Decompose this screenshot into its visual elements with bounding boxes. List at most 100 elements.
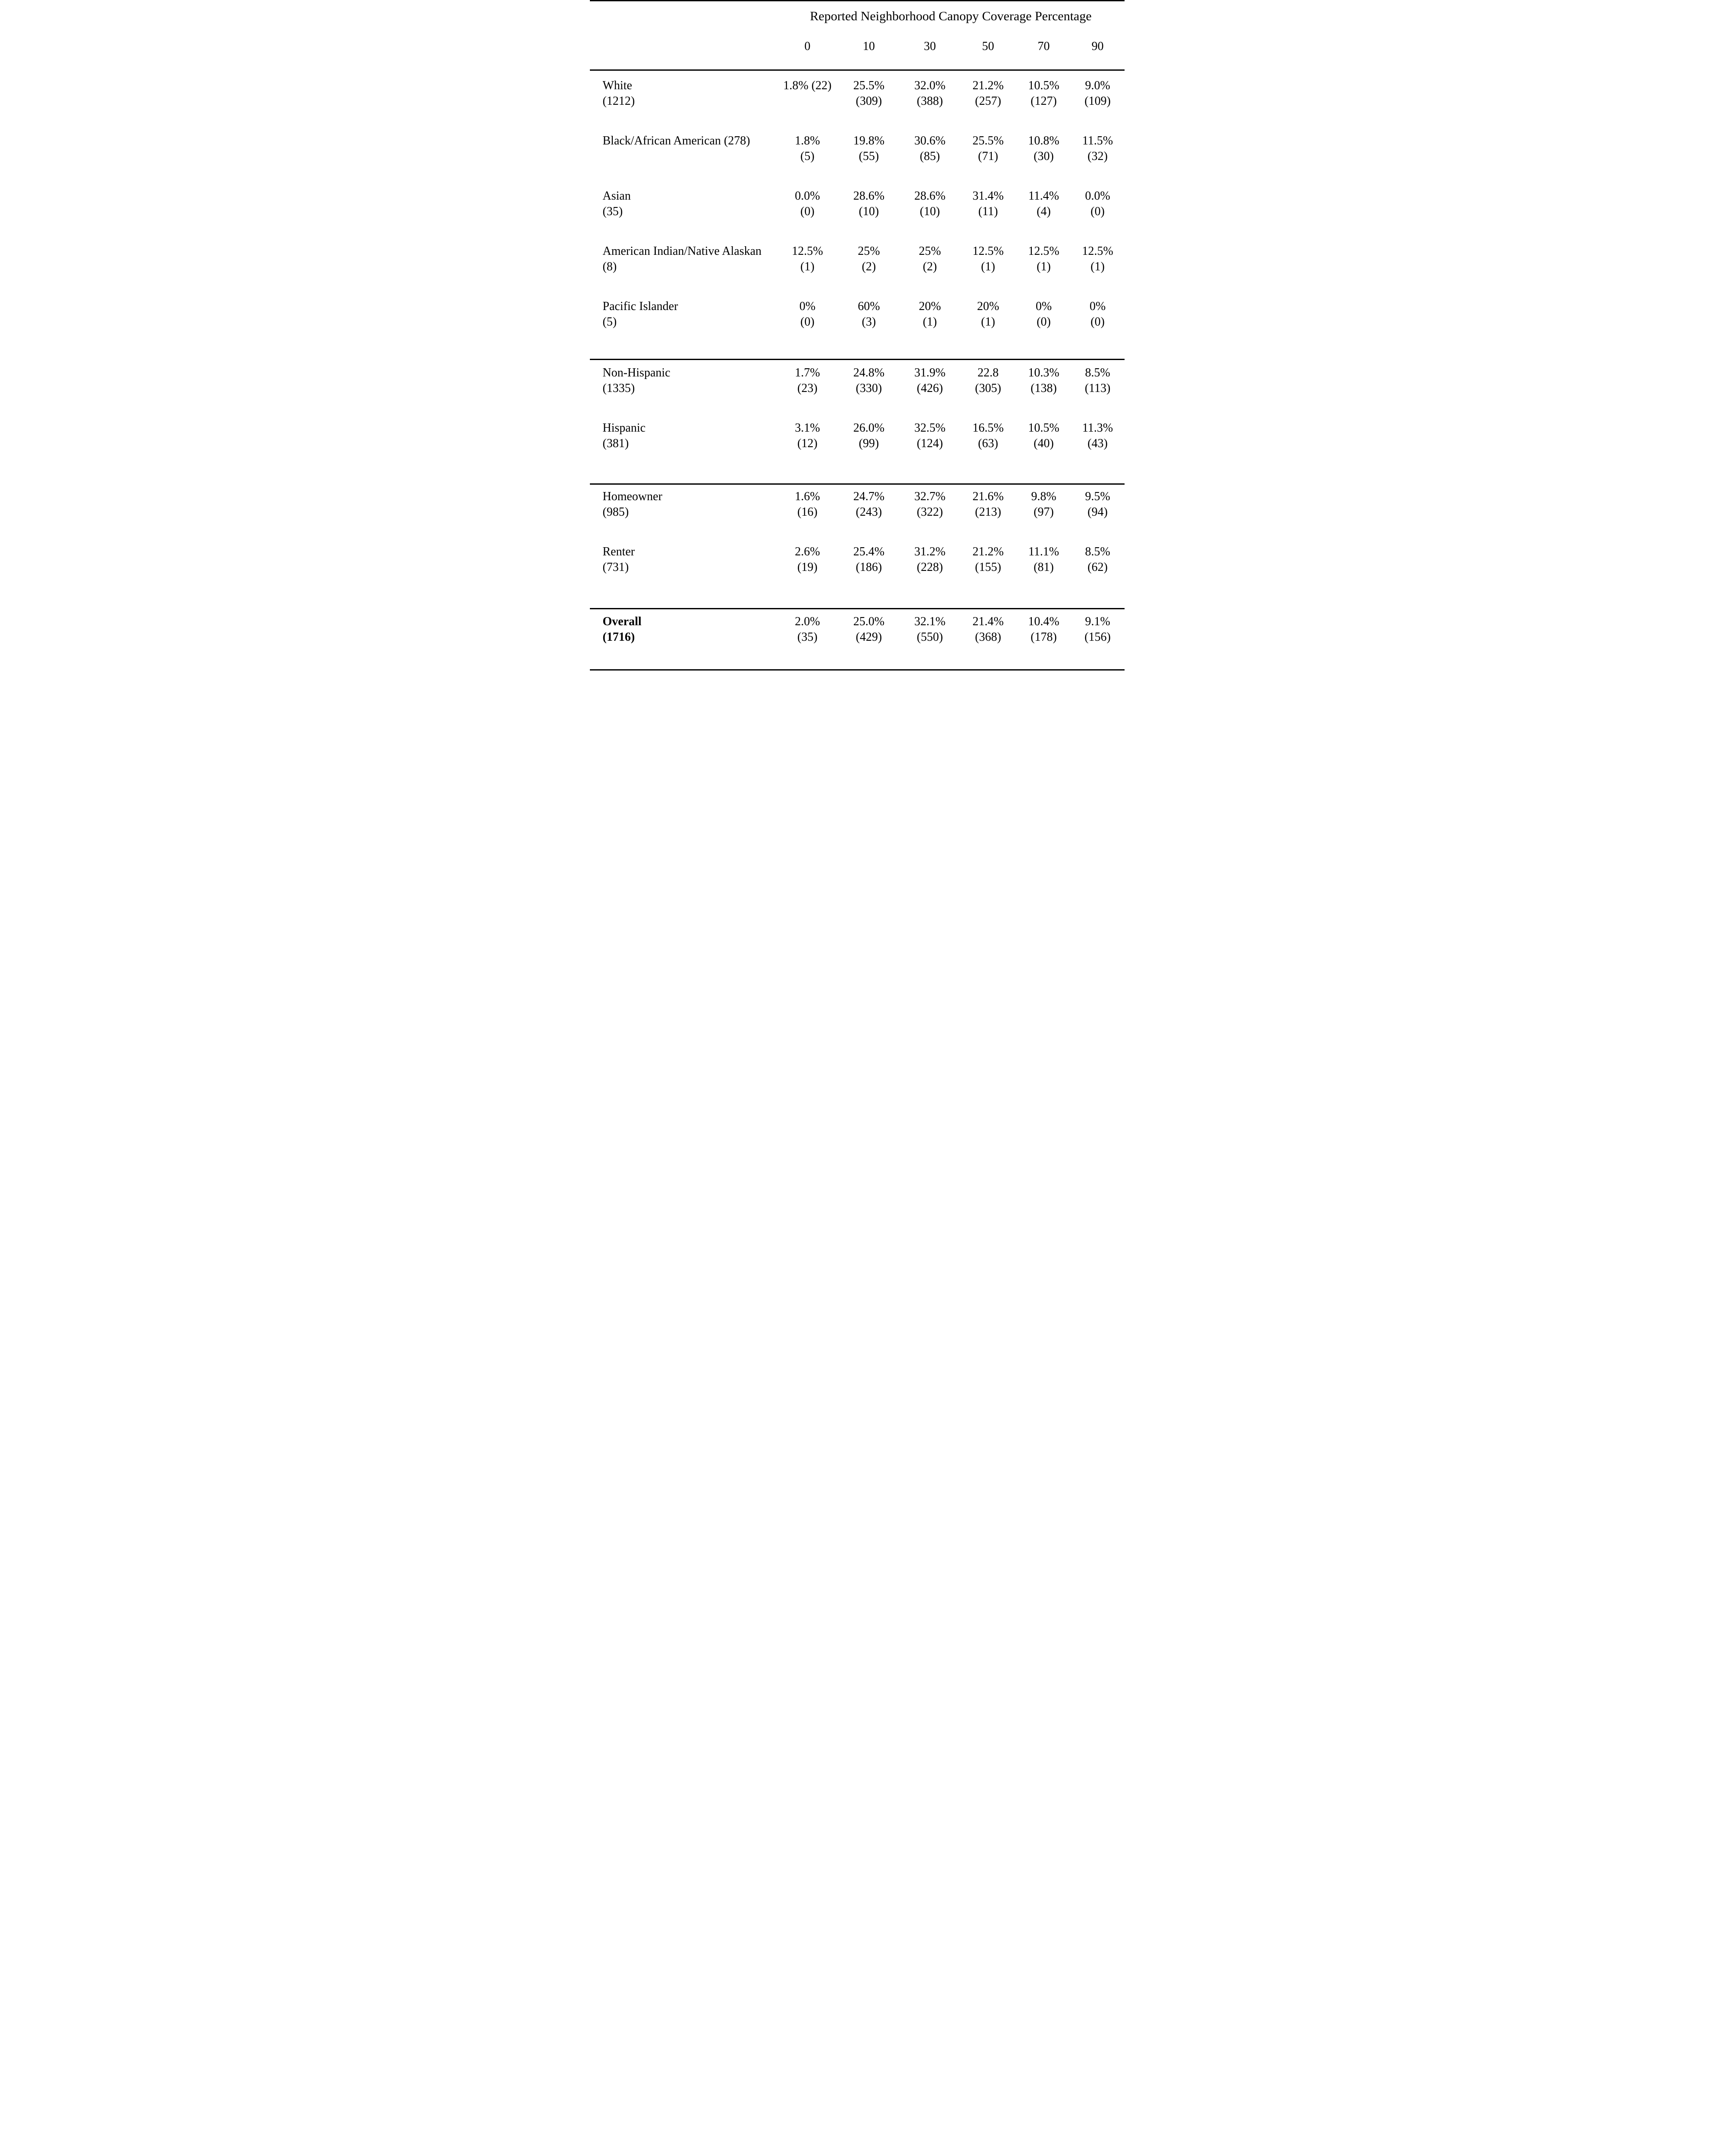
- row-label: Pacific Islander: [602, 300, 678, 313]
- count-value: (213): [975, 505, 1001, 519]
- count-value: (97): [1034, 505, 1054, 519]
- section-overall: Overall (1716) 2.0% (35) 25.0% (429) 32.1%…: [590, 614, 1125, 645]
- table-title: Reported Neighborhood Canopy Coverage Pe…: [810, 9, 1092, 23]
- percent-value: 21.2%: [972, 545, 1004, 558]
- percent-value: 12.5%: [1082, 244, 1113, 258]
- percent-value: 10.5%: [1028, 421, 1059, 435]
- percent-value: 16.5%: [972, 421, 1004, 435]
- count-value: (55): [859, 150, 879, 163]
- count-value: (1): [1090, 260, 1105, 273]
- data-cell: 12.5% (1): [777, 244, 838, 275]
- data-cell: 10.8% (30): [1017, 133, 1071, 164]
- data-cell: 16.5% (63): [960, 420, 1017, 451]
- count-value: (305): [975, 382, 1001, 395]
- count-value: (4): [1037, 205, 1051, 218]
- percent-value: 26.0%: [853, 421, 885, 435]
- percent-value: 25.0%: [853, 615, 885, 628]
- percent-value: 0.0%: [795, 189, 820, 203]
- percent-value: 0%: [1035, 300, 1052, 313]
- count-value: (186): [855, 561, 882, 574]
- table-page: Reported Neighborhood Canopy Coverage Pe…: [589, 0, 1125, 674]
- data-cell: 21.2% (155): [960, 544, 1017, 575]
- percent-value: 8.5%: [1085, 545, 1110, 558]
- column-header: 50: [982, 40, 994, 53]
- data-cell: 26.0% (99): [838, 420, 900, 451]
- row-label: White: [602, 79, 632, 92]
- section-housing: Homeowner (985) 1.6% (16) 24.7% (243) 32.7…: [590, 489, 1125, 575]
- data-cell: 25.0% (429): [838, 614, 900, 645]
- row-label-cell: Pacific Islander (5): [590, 299, 777, 330]
- data-cell: 3.1% (12): [777, 420, 838, 451]
- count-value: (0): [800, 315, 815, 329]
- row-count: [603, 149, 777, 164]
- count-value: (81): [1034, 561, 1054, 574]
- percent-value: 11.3%: [1082, 421, 1113, 435]
- section-race: White (1212) 1.8% (22) 25.5% (309) 32.0% (…: [590, 78, 1125, 330]
- data-cell: 9.1% (156): [1071, 614, 1125, 645]
- percent-value: 2.0%: [795, 615, 820, 628]
- data-cell: 8.5% (113): [1071, 365, 1125, 396]
- row-count: (5): [602, 315, 617, 329]
- data-cell: 60% (3): [838, 299, 900, 330]
- row-label: Hispanic: [602, 421, 646, 435]
- count-value: (2): [862, 260, 876, 273]
- data-cell: 21.2% (257): [960, 78, 1017, 109]
- row-label-cell: White (1212): [590, 78, 777, 109]
- data-cell: 25% (2): [838, 244, 900, 275]
- data-cell: 25.4% (186): [838, 544, 900, 575]
- row-pacific-islander: Pacific Islander (5) 0% (0) 60% (3) 20% (1)…: [590, 299, 1125, 330]
- percent-value: 60%: [858, 300, 880, 313]
- row-homeowner: Homeowner (985) 1.6% (16) 24.7% (243) 32.7…: [590, 489, 1125, 520]
- data-cell: 8.5% (62): [1071, 544, 1125, 575]
- percent-value: 9.1%: [1085, 615, 1110, 628]
- count-value: (243): [855, 505, 882, 519]
- row-count: (8): [602, 260, 617, 273]
- row-label-cell: Asian (35): [590, 188, 777, 219]
- data-cell: 10.5% (40): [1017, 420, 1071, 451]
- count-value: (43): [1087, 437, 1108, 450]
- percent-value: 1.8%: [795, 134, 820, 147]
- data-cell: 11.4% (4): [1017, 188, 1071, 219]
- count-value: (178): [1031, 630, 1057, 644]
- data-cell: 32.5% (124): [900, 420, 960, 451]
- count-value: (156): [1084, 630, 1111, 644]
- percent-value: 24.7%: [853, 490, 885, 503]
- data-cell: 9.8% (97): [1017, 489, 1071, 520]
- row-label-cell: American Indian/Native Alaskan (8): [590, 244, 777, 275]
- data-cell: 24.7% (243): [838, 489, 900, 520]
- row-label: Overall: [602, 615, 642, 628]
- percent-value: 21.2%: [972, 79, 1004, 92]
- row-label-cell: Overall (1716): [590, 614, 777, 645]
- count-value: (12): [797, 437, 818, 450]
- count-value: (127): [1031, 94, 1057, 108]
- data-cell: 31.9% (426): [900, 365, 960, 396]
- data-cell: 1.6% (16): [777, 489, 838, 520]
- percent-value: 0%: [1089, 300, 1106, 313]
- percent-value: 21.4%: [972, 615, 1004, 628]
- data-cell: 1.7% (23): [777, 365, 838, 396]
- row-count: (35): [602, 205, 623, 218]
- count-value: (1): [1037, 260, 1051, 273]
- percent-value: 9.8%: [1031, 490, 1056, 503]
- column-header: 90: [1091, 40, 1104, 53]
- data-cell: 1.8% (5): [777, 133, 838, 164]
- count-value: (124): [917, 437, 943, 450]
- data-cell: 22.8 (305): [960, 365, 1017, 396]
- count-value: (388): [917, 94, 943, 108]
- data-cell: 2.0% (35): [777, 614, 838, 645]
- data-cell: 0.0% (0): [777, 188, 838, 219]
- percent-value: 2.6%: [795, 545, 820, 558]
- count-value: (19): [797, 561, 818, 574]
- row-count: (1335): [602, 382, 635, 395]
- count-value: (429): [855, 630, 882, 644]
- data-cell: 30.6% (85): [900, 133, 960, 164]
- percent-value: 31.2%: [914, 545, 946, 558]
- count-value: (10): [920, 205, 940, 218]
- percent-value: 32.1%: [914, 615, 946, 628]
- percent-value: 25.5%: [853, 79, 885, 92]
- count-value: (71): [978, 150, 998, 163]
- count-value: (0): [1090, 205, 1105, 218]
- percent-value: 12.5%: [1028, 244, 1059, 258]
- count-value: (0): [1090, 315, 1105, 329]
- row-label-cell: Homeowner (985): [590, 489, 777, 520]
